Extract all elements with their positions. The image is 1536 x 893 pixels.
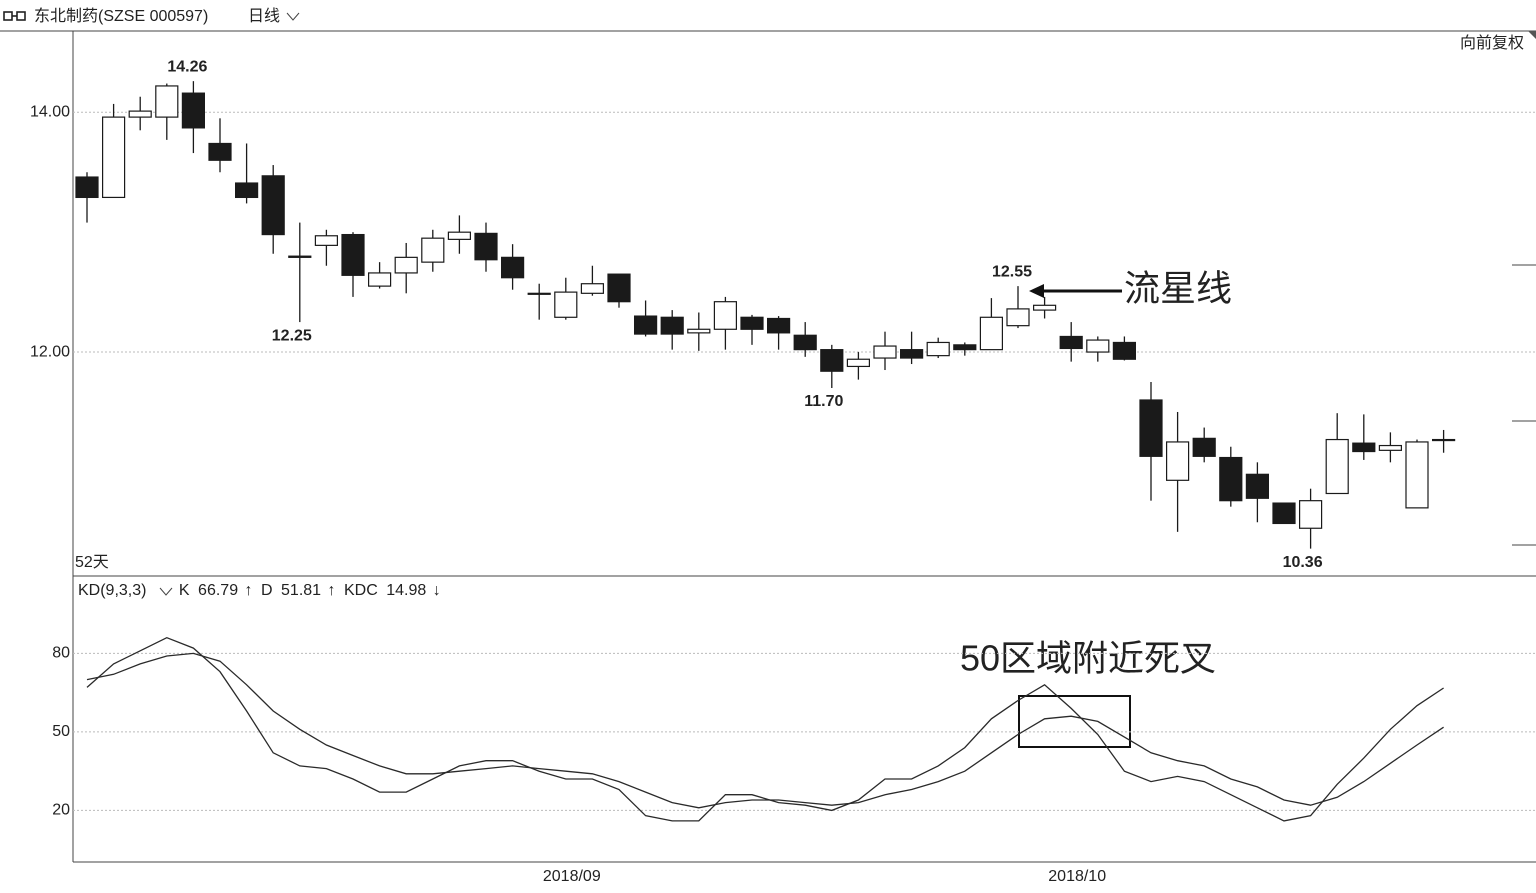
candle-body <box>1059 335 1083 350</box>
d-name: D <box>261 582 273 599</box>
x-tick-label: 2018/10 <box>1048 868 1106 885</box>
kd-chevron[interactable] <box>159 587 173 596</box>
period-selector[interactable]: 日线 <box>248 7 280 25</box>
candle-body <box>1139 399 1163 457</box>
candle-body <box>75 176 99 199</box>
candle-body <box>554 291 578 318</box>
candle-body <box>101 116 126 199</box>
candle-body <box>766 317 791 334</box>
d-trend: ↑ <box>328 582 336 599</box>
candle-body <box>899 349 924 359</box>
candle-body <box>1245 473 1270 499</box>
candle-body <box>1272 502 1296 525</box>
kd-header: KD(9,3,3) K 66.79 ↑ D 51.81 ↑ KDC 14.98 … <box>78 582 441 599</box>
k-name: K <box>179 582 190 599</box>
candle-body <box>208 142 232 161</box>
candle-body <box>846 358 871 368</box>
candle-body <box>1112 341 1137 360</box>
candle-body <box>1325 438 1349 495</box>
kd-title: KD(9,3,3) <box>78 582 146 599</box>
candle-body <box>1032 304 1057 311</box>
y-tick-label: 50 <box>52 723 70 740</box>
candle-body <box>820 349 844 372</box>
period-count: 52天 <box>75 554 109 571</box>
kdc-trend: ↓ <box>433 582 441 599</box>
candle-body <box>474 232 498 261</box>
candle-body <box>1165 441 1190 481</box>
candle-body <box>740 316 764 330</box>
candle-body <box>181 92 205 129</box>
annotation-box <box>1018 695 1131 748</box>
candle-body <box>314 235 338 246</box>
candle-body <box>128 110 152 118</box>
candle-body <box>368 272 392 287</box>
candle-body <box>394 256 418 274</box>
high-label: 12.55 <box>992 263 1032 280</box>
stock-title: 东北制药(SZSE 000597) <box>34 7 208 25</box>
period-chevron[interactable] <box>286 12 300 21</box>
d-value: 51.81 <box>281 582 321 599</box>
candle-body <box>1431 438 1456 442</box>
low-label: 11.70 <box>804 393 843 410</box>
candle-body <box>953 344 977 351</box>
candle-body <box>155 85 179 118</box>
kd-line <box>86 652 1444 809</box>
corner-mark <box>1528 31 1536 39</box>
candle-body <box>926 341 950 357</box>
candle-body <box>1298 500 1323 529</box>
low-label: 10.36 <box>1283 554 1323 571</box>
candle-body <box>660 316 684 335</box>
candle-body <box>447 231 471 240</box>
candle-body <box>527 292 551 295</box>
low-label: 12.25 <box>272 327 312 344</box>
candle-body <box>1219 456 1243 502</box>
candle-body <box>580 283 605 294</box>
y-tick-label: 14.00 <box>30 104 70 121</box>
kdc-name: KDC <box>344 582 378 599</box>
candle-body <box>1378 444 1403 451</box>
candle-body <box>1405 441 1429 509</box>
candle-body <box>713 301 738 330</box>
candle-body <box>421 237 445 263</box>
candle-body <box>1192 437 1216 457</box>
candle-body <box>979 316 1004 351</box>
kdc-value: 14.98 <box>386 582 426 599</box>
annotation: 50区域附近死叉 <box>960 638 1216 679</box>
header-icon <box>3 11 26 21</box>
candle-body <box>607 273 631 303</box>
candle-body <box>501 256 525 279</box>
k-trend: ↑ <box>245 582 253 599</box>
candle-body <box>1086 339 1110 353</box>
y-tick-label: 80 <box>52 645 70 662</box>
candle-body <box>1006 308 1030 327</box>
k-value: 66.79 <box>198 582 238 599</box>
x-tick-label: 2018/09 <box>543 868 601 885</box>
candle-body <box>873 345 897 359</box>
y-tick-label: 12.00 <box>30 343 70 360</box>
adjust-label[interactable]: 向前复权 <box>1460 34 1524 52</box>
candle-body <box>288 255 312 258</box>
annotation: 流星线 <box>1124 268 1232 309</box>
y-tick-label: 20 <box>52 802 70 819</box>
candle-body <box>1352 442 1376 453</box>
candle-body <box>341 233 365 276</box>
candle-body <box>261 175 285 236</box>
high-label: 14.26 <box>167 58 207 75</box>
kd-line <box>86 636 1444 822</box>
annotation-arrowhead <box>1029 284 1044 298</box>
candle-body <box>793 334 817 351</box>
candle-body <box>633 315 658 335</box>
candle-body <box>235 182 259 199</box>
candle-body <box>687 328 711 334</box>
